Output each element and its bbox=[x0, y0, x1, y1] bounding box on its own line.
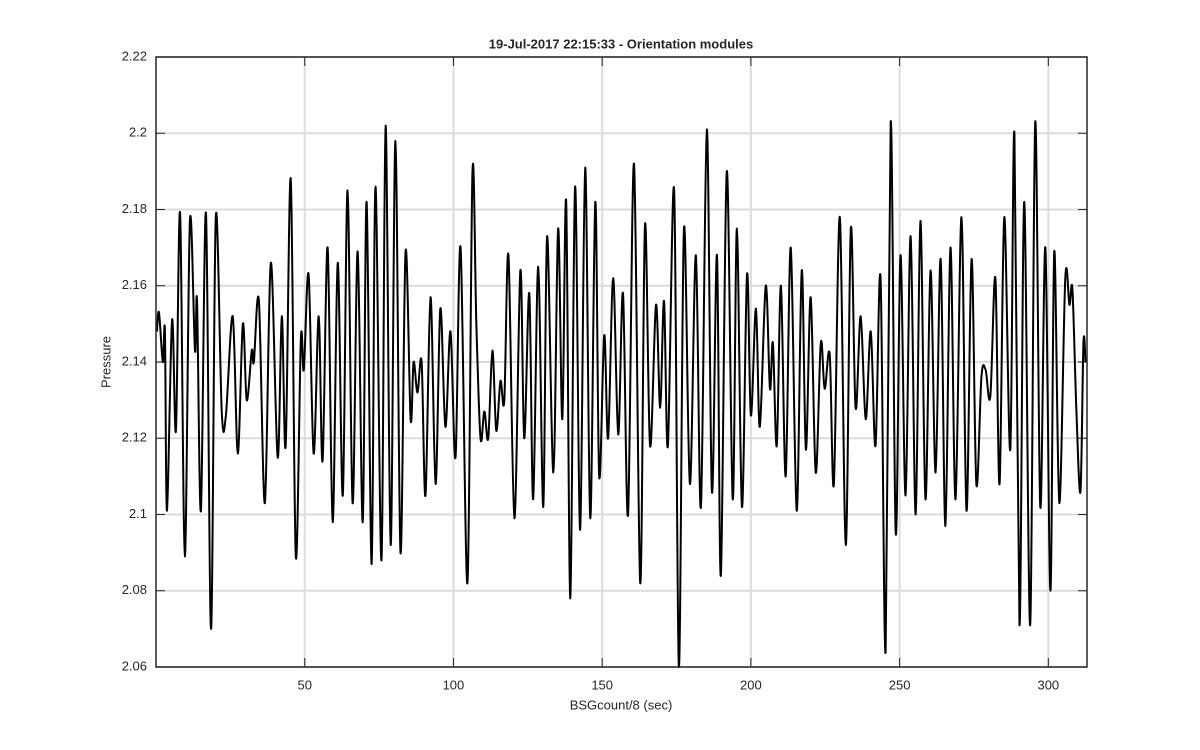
y-tick-label: 2.12 bbox=[122, 430, 147, 445]
y-tick-label: 2.18 bbox=[122, 201, 147, 216]
y-tick-label: 2.08 bbox=[122, 582, 147, 597]
x-axis-label: BSGcount/8 (sec) bbox=[570, 697, 673, 712]
y-tick-label: 2.1 bbox=[129, 506, 147, 521]
x-tick-label: 150 bbox=[591, 677, 613, 692]
y-tick-label: 2.2 bbox=[129, 125, 147, 140]
axes-box bbox=[155, 56, 1088, 668]
y-tick-label: 2.22 bbox=[122, 48, 147, 63]
x-tick-label: 50 bbox=[297, 677, 311, 692]
x-tick-label: 200 bbox=[740, 677, 762, 692]
x-tick-label: 100 bbox=[443, 677, 465, 692]
data-line bbox=[155, 120, 1087, 669]
x-tick-label: 250 bbox=[889, 677, 911, 692]
y-axis-label: Pressure bbox=[98, 336, 113, 388]
y-tick-label: 2.14 bbox=[122, 353, 147, 368]
chart-title: 19-Jul-2017 22:15:33 - Orientation modul… bbox=[489, 36, 753, 51]
y-tick-label: 2.16 bbox=[122, 277, 147, 292]
x-tick-label: 300 bbox=[1037, 677, 1059, 692]
y-tick-label: 2.06 bbox=[122, 658, 147, 673]
